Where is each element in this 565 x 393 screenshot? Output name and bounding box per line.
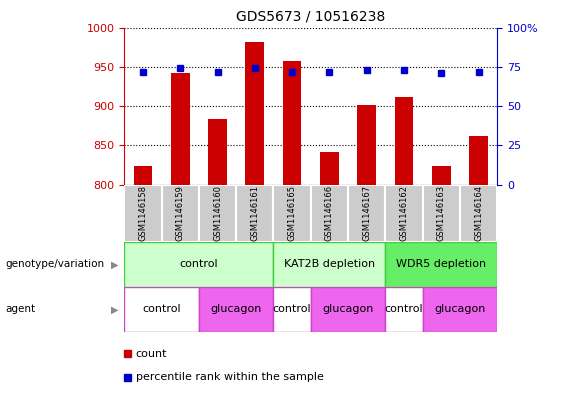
Bar xyxy=(245,42,264,185)
Text: GSM1146158: GSM1146158 xyxy=(138,185,147,241)
Bar xyxy=(385,287,423,332)
Bar xyxy=(460,185,497,242)
Bar xyxy=(311,185,348,242)
Bar xyxy=(199,185,236,242)
Bar xyxy=(162,185,199,242)
Text: glucagon: glucagon xyxy=(323,305,373,314)
Bar xyxy=(124,287,199,332)
Bar xyxy=(357,105,376,185)
Text: GSM1146165: GSM1146165 xyxy=(288,185,297,241)
Text: glucagon: glucagon xyxy=(211,305,262,314)
Text: ▶: ▶ xyxy=(111,259,119,269)
Bar xyxy=(236,185,273,242)
Text: GSM1146167: GSM1146167 xyxy=(362,185,371,241)
Bar xyxy=(385,242,497,287)
Text: control: control xyxy=(385,305,423,314)
Bar xyxy=(124,185,162,242)
Bar xyxy=(469,136,488,185)
Text: GSM1146161: GSM1146161 xyxy=(250,185,259,241)
Text: WDR5 depletion: WDR5 depletion xyxy=(396,259,486,269)
Bar xyxy=(282,61,301,185)
Bar xyxy=(385,185,423,242)
Text: count: count xyxy=(136,349,167,359)
Bar xyxy=(273,242,385,287)
Bar xyxy=(423,185,460,242)
Bar xyxy=(348,185,385,242)
Title: GDS5673 / 10516238: GDS5673 / 10516238 xyxy=(236,9,385,24)
Text: ▶: ▶ xyxy=(111,305,119,314)
Bar xyxy=(423,287,497,332)
Bar xyxy=(133,166,152,185)
Bar xyxy=(171,73,190,185)
Text: control: control xyxy=(180,259,218,269)
Text: glucagon: glucagon xyxy=(434,305,485,314)
Text: KAT2B depletion: KAT2B depletion xyxy=(284,259,375,269)
Text: genotype/variation: genotype/variation xyxy=(6,259,105,269)
Bar xyxy=(273,287,311,332)
Bar xyxy=(311,287,385,332)
Bar xyxy=(124,242,273,287)
Bar xyxy=(199,287,273,332)
Text: GSM1146164: GSM1146164 xyxy=(474,185,483,241)
Bar xyxy=(273,185,311,242)
Text: control: control xyxy=(273,305,311,314)
Bar xyxy=(432,166,450,185)
Bar xyxy=(320,152,338,185)
Text: GSM1146163: GSM1146163 xyxy=(437,185,446,241)
Text: GSM1146159: GSM1146159 xyxy=(176,185,185,241)
Bar xyxy=(394,97,413,185)
Text: control: control xyxy=(142,305,181,314)
Text: GSM1146160: GSM1146160 xyxy=(213,185,222,241)
Text: agent: agent xyxy=(6,305,36,314)
Text: percentile rank within the sample: percentile rank within the sample xyxy=(136,372,324,382)
Text: GSM1146162: GSM1146162 xyxy=(399,185,408,241)
Text: GSM1146166: GSM1146166 xyxy=(325,185,334,241)
Bar xyxy=(208,119,227,185)
